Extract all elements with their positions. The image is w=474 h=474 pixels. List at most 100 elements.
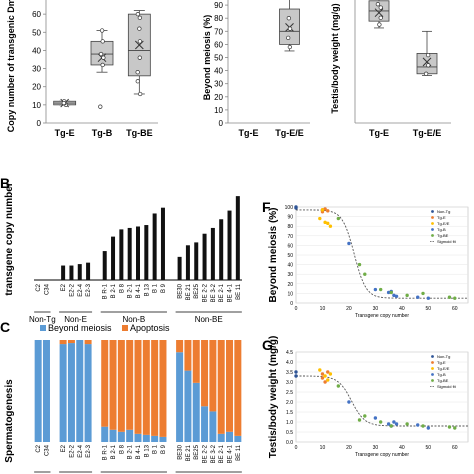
bar-category-label: E2-2 [69,283,75,296]
legend-marker [431,210,434,213]
beyond-meiosis-segment [234,436,241,442]
copy-number-bar [144,225,148,280]
y-tick-label: 4.5 [286,350,293,356]
apoptosis-segment [184,340,191,371]
legend-marker [431,222,434,225]
legend-label: Tg-B [437,227,446,232]
legend-label-beyond-meiosis: Beyond meiosis [48,323,112,333]
y-axis-label: Testis/body weight (mg/g) [330,3,340,113]
data-point [286,36,290,40]
x-category-label: Tg-BE [126,128,153,138]
y-tick-label: 2.5 [286,390,293,396]
stack-category-label: BE 2-2 [203,444,209,463]
bar-category-label: BE30 [178,283,184,298]
y-axis-label: Copy number of transgenic Dmrt1 [6,0,16,132]
stack-category-label: C34 [44,444,50,456]
copy-number-bar [111,237,115,280]
scatter-point [390,291,393,294]
scatter-point [379,420,382,423]
x-tick-label: 0 [295,306,298,312]
legend-marker [431,373,434,376]
apoptosis-segment [110,340,117,430]
scatter-point [337,217,340,220]
stack-category-label: B 2-1 [128,444,134,459]
scatter-point [448,296,451,299]
beyond-meiosis-segment [60,344,67,442]
apoptosis-segment [143,340,150,435]
scatter-point [323,374,326,377]
copy-number-bar [178,257,182,280]
scatter-point [329,225,332,228]
legend-label: Sigmoid fit [437,239,457,244]
scatter-point [326,378,329,381]
bar-category-label: BE25 [194,283,200,298]
y-tick-label: 90 [287,215,293,221]
y-tick-label: 4.0 [286,360,293,366]
apoptosis-segment [226,340,233,432]
bar-category-label: BE 11 [236,283,242,300]
scatter-point [363,414,366,417]
stack-category-label: E2-4 [78,444,84,457]
x-category-label: Tg-E [369,128,389,138]
copy-number-bar [103,251,107,280]
data-point [101,40,105,44]
scatter-point [421,424,424,427]
stack-category-label: BE 21 [186,444,192,461]
stack-category-label: BE25 [194,444,200,459]
scatter-point [294,374,297,377]
transgene-copy-bar-chart: C2 C34 E2 E2-2 E2-4 E2-3 B R-1 B 2-1 B 8B 2-1 B 4… [4,182,242,324]
scatter-point [395,295,398,298]
x-category-label: Tg-E/E [275,128,304,138]
y-tick-label: 0.0 [286,440,293,446]
panel-letter-c: C [0,319,10,335]
y-tick-label: 30 [287,272,293,278]
data-point [100,29,104,33]
beyond-meiosis-segment [159,437,166,442]
apoptosis-segment [68,340,75,343]
apoptosis-segment [101,340,108,427]
bar-category-label: B 9 [161,283,167,293]
legend-label: Tg-E/E [437,366,450,371]
scatter-point [321,208,324,211]
copy-number-bar [228,211,232,280]
apoptosis-segment [151,340,158,436]
data-point [102,56,106,60]
legend-label: Tg-E [437,360,446,365]
beyond-meiosis-segment [110,430,117,442]
x-tick-label: 60 [452,306,458,312]
bar-category-label: BE 3-2 [211,283,217,302]
y-tick-label: 80 [214,14,223,23]
copy-number-bar [186,245,190,280]
legend-marker [431,379,434,382]
apoptosis-segment [159,340,166,437]
bar-category-label: C2 [36,283,42,291]
bar-category-label: B 4-1 [136,283,142,298]
y-tick-label: 10 [214,106,223,115]
data-point [99,52,103,56]
data-point [378,23,382,27]
stack-category-label: B 8 [119,444,125,454]
y-axis-label: Beyond meiosis (%) [202,15,212,101]
y-tick-label: 100 [285,205,294,211]
beyond-meiosis-segment [218,434,225,442]
copy-number-bar [153,213,157,280]
scatter-point [416,296,419,299]
apoptosis-segment [209,340,216,411]
beyond-meiosis-segment [118,432,125,442]
scatter-point [347,400,350,403]
stack-category-label: E2-2 [69,444,75,457]
spermatogenesis-stacked-chart: C2 C34 E2 E2-2 E2-4 E2-3 B R-1 B 2-1 B 8B 2-1 B 4… [4,323,242,472]
data-point [136,12,140,16]
data-point [379,6,383,10]
y-tick-label: 60 [32,10,41,19]
data-point [138,40,142,44]
bar-category-label: BE 2-2 [203,283,209,302]
y-tick-label: 60 [287,243,293,249]
y-tick-label: 20 [32,83,41,92]
stack-category-label: BE30 [178,444,184,459]
data-point [101,63,105,67]
legend-label: Tg-E/E [437,221,450,226]
y-axis-label: Spermatogenesis [4,379,15,463]
scatter-point [318,217,321,220]
